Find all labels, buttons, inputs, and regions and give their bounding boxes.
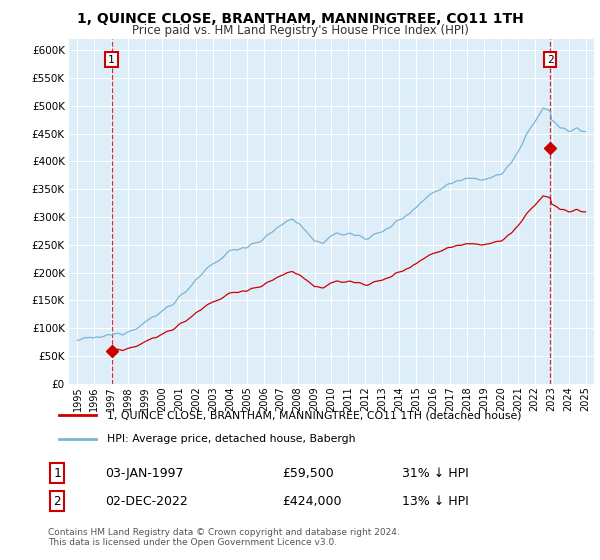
Text: 2: 2 bbox=[53, 494, 61, 508]
Text: 03-JAN-1997: 03-JAN-1997 bbox=[105, 466, 184, 480]
Text: 1, QUINCE CLOSE, BRANTHAM, MANNINGTREE, CO11 1TH: 1, QUINCE CLOSE, BRANTHAM, MANNINGTREE, … bbox=[77, 12, 523, 26]
Text: 2: 2 bbox=[547, 55, 554, 65]
Text: 13% ↓ HPI: 13% ↓ HPI bbox=[402, 494, 469, 508]
Text: Contains HM Land Registry data © Crown copyright and database right 2024.
This d: Contains HM Land Registry data © Crown c… bbox=[48, 528, 400, 547]
Text: HPI: Average price, detached house, Babergh: HPI: Average price, detached house, Babe… bbox=[107, 434, 355, 444]
Text: 1, QUINCE CLOSE, BRANTHAM, MANNINGTREE, CO11 1TH (detached house): 1, QUINCE CLOSE, BRANTHAM, MANNINGTREE, … bbox=[107, 410, 521, 420]
Text: 02-DEC-2022: 02-DEC-2022 bbox=[105, 494, 188, 508]
Text: 1: 1 bbox=[108, 55, 115, 65]
Text: £59,500: £59,500 bbox=[282, 466, 334, 480]
Text: Price paid vs. HM Land Registry's House Price Index (HPI): Price paid vs. HM Land Registry's House … bbox=[131, 24, 469, 36]
Text: £424,000: £424,000 bbox=[282, 494, 341, 508]
Text: 31% ↓ HPI: 31% ↓ HPI bbox=[402, 466, 469, 480]
Text: 1: 1 bbox=[53, 466, 61, 480]
